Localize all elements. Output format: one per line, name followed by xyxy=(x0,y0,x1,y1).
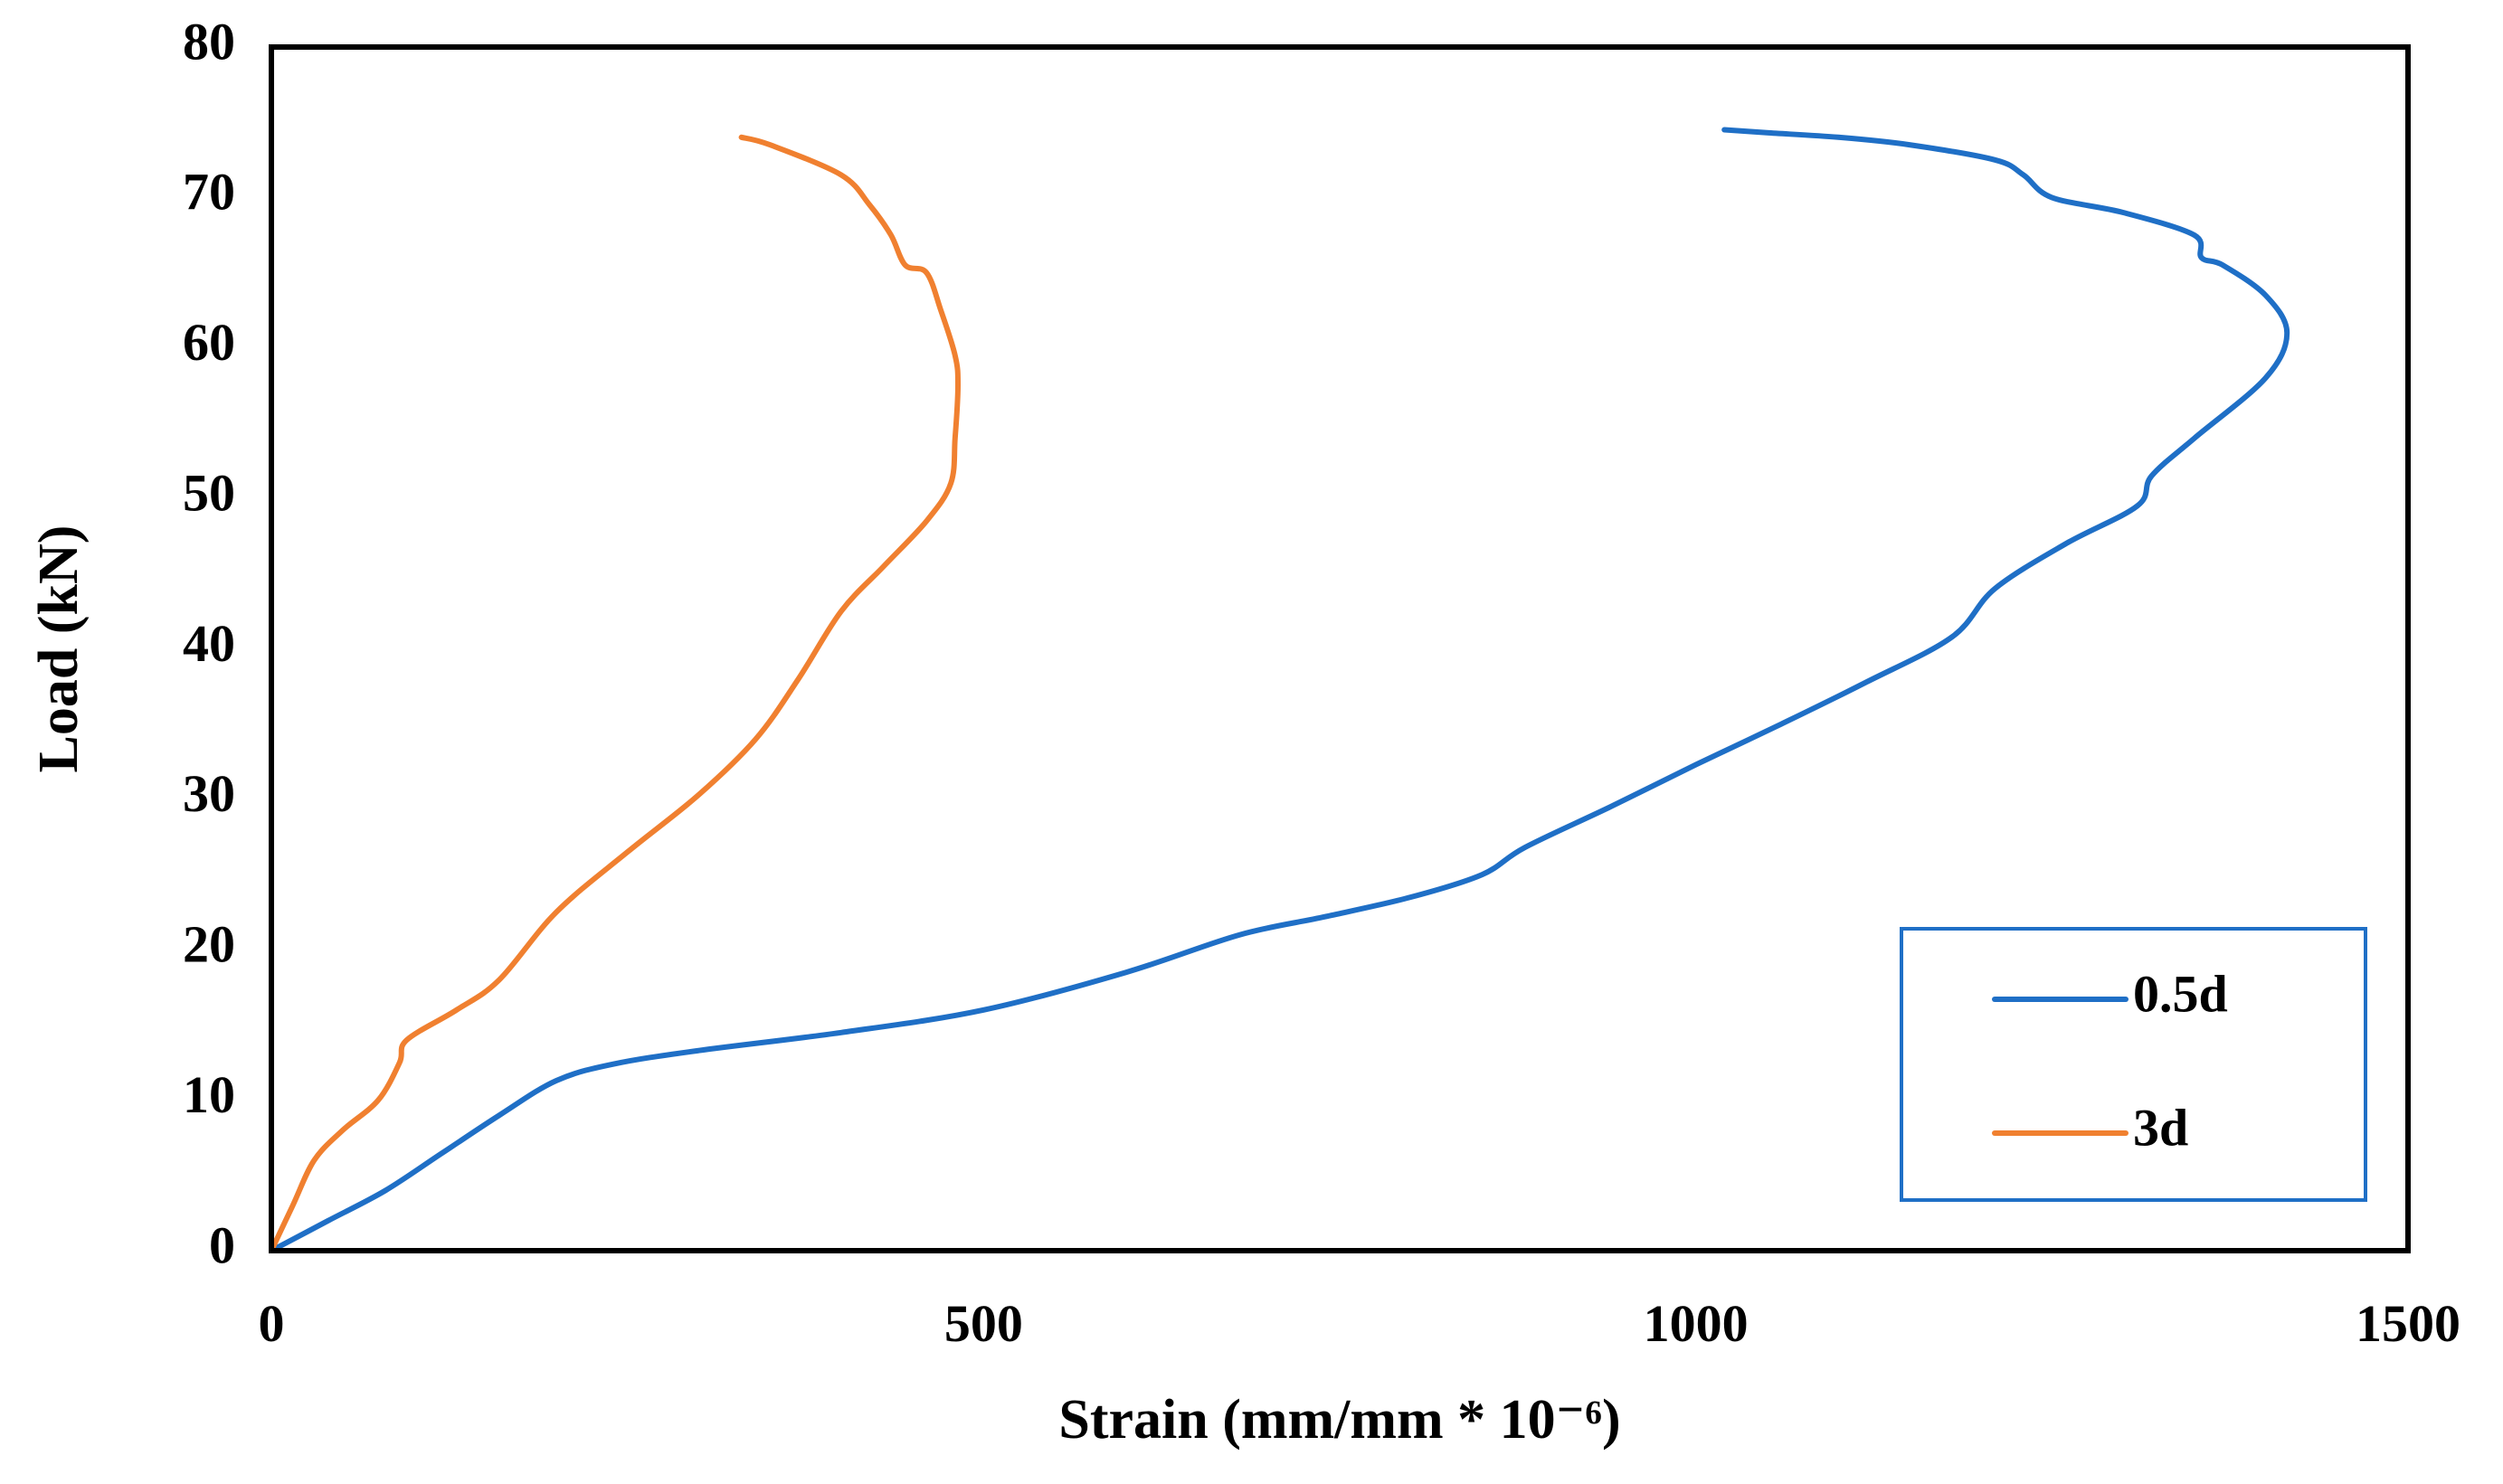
x-axis-title: Strain (mm/mm * 10⁻⁶) xyxy=(1058,1389,1620,1451)
y-tick-label: 30 xyxy=(183,764,235,823)
x-tick-label: 0 xyxy=(259,1294,285,1353)
y-tick-label: 40 xyxy=(183,614,235,673)
plot-area-frame xyxy=(269,44,2411,1253)
legend-box xyxy=(1900,927,2367,1202)
y-axis-ticks: 0 10 20 30 40 50 60 70 80 xyxy=(183,12,235,1274)
y-axis-title: Load (kN) xyxy=(28,525,90,773)
y-tick-label: 10 xyxy=(183,1065,235,1124)
y-tick-label: 70 xyxy=(183,163,235,222)
legend-label-0-5d: 0.5d xyxy=(2133,964,2228,1023)
y-tick-label: 80 xyxy=(183,12,235,71)
series-layer xyxy=(269,127,2290,1253)
legend-label-3d: 3d xyxy=(2133,1098,2188,1157)
x-axis-ticks: 0 500 1000 1500 xyxy=(259,1294,2461,1353)
x-tick-label: 500 xyxy=(944,1294,1023,1353)
y-tick-label: 20 xyxy=(183,915,235,974)
x-tick-label: 1500 xyxy=(2356,1294,2460,1353)
y-tick-label: 0 xyxy=(209,1215,235,1274)
y-tick-label: 50 xyxy=(183,463,235,522)
x-tick-label: 1000 xyxy=(1644,1294,1749,1353)
legend: 0.5d 3d xyxy=(1900,927,2367,1202)
series-line-0-5d xyxy=(269,127,2290,1253)
series-line-3d xyxy=(269,134,961,1253)
y-tick-label: 60 xyxy=(183,313,235,372)
